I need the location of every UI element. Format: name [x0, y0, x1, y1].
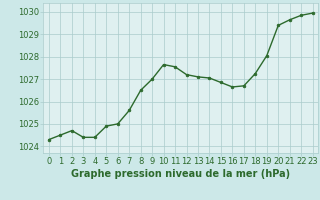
X-axis label: Graphe pression niveau de la mer (hPa): Graphe pression niveau de la mer (hPa) — [71, 169, 290, 179]
